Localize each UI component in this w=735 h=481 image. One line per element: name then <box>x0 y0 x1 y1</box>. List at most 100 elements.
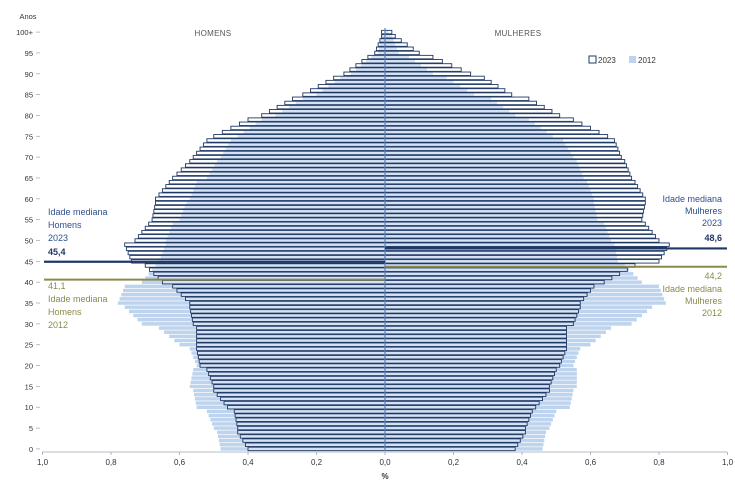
bar-women-2023-age-90 <box>384 71 472 76</box>
bar-women-2012-age-100 <box>385 30 389 34</box>
bar-men-2012-age-96 <box>379 47 385 51</box>
bar-women-2012-age-17 <box>385 376 577 380</box>
bar-men-2012-age-91 <box>355 67 385 72</box>
bar-women-2023-age-84 <box>384 96 530 101</box>
bar-men-2012-age-74 <box>230 138 386 143</box>
bar-women-2012-age-91 <box>385 67 427 72</box>
bar-men-2023-age-90 <box>343 71 386 76</box>
bar-women-2023-age-100 <box>384 29 393 35</box>
bar-women-2012-age-55 <box>385 217 598 222</box>
bar-men-2012-age-72 <box>225 147 385 151</box>
bar-women-2023-age-23 <box>384 350 566 356</box>
bar-men-2023-age-58 <box>154 204 386 210</box>
bar-men-2012-age-65 <box>206 176 385 180</box>
bar-men-2023-age-71 <box>196 150 386 156</box>
bar-women-2012-age-92 <box>385 63 421 68</box>
bar-women-2023-age-16 <box>384 380 552 385</box>
bar-women-2012-age-4 <box>385 430 546 434</box>
bar-men-2012-age-27 <box>169 334 385 339</box>
y-tick-label-40: 40 <box>25 278 33 287</box>
bar-men-2023-age-3 <box>239 434 386 439</box>
bar-men-2023-age-22 <box>197 355 386 360</box>
bar-women-2023-age-32 <box>384 313 578 318</box>
bar-men-2012-age-26 <box>174 338 385 343</box>
bar-men-2012-age-95 <box>378 51 385 55</box>
bar-men-2012-age-31 <box>137 317 385 322</box>
bar-women-2012-age-5 <box>385 426 550 430</box>
bar-men-2012-age-12 <box>194 397 385 401</box>
legend-swatch-2012 <box>629 56 636 63</box>
bar-women-2023-age-57 <box>384 209 645 214</box>
bar-women-2012-age-7 <box>385 418 553 422</box>
bar-men-2012-age-17 <box>191 376 385 380</box>
x-tick-label-4: 0,2 <box>311 458 323 467</box>
bar-women-2023-age-66 <box>384 171 631 176</box>
bar-women-2012-age-93 <box>385 59 415 63</box>
bar-women-2023-age-34 <box>384 305 581 310</box>
x-tick-label-6: 0,2 <box>448 458 460 467</box>
bar-men-2012-age-34 <box>124 305 385 309</box>
median-women-2012-line2: Mulheres <box>685 296 723 306</box>
bar-women-2012-age-63 <box>385 184 589 189</box>
y-tick-label-100+: 100+ <box>16 28 34 37</box>
bar-women-2023-age-20 <box>384 363 561 368</box>
bar-men-2023-age-97 <box>377 42 386 47</box>
bar-women-2023-age-2 <box>384 438 521 443</box>
bar-women-2023-age-35 <box>384 300 581 306</box>
bar-men-2012-age-93 <box>366 59 385 63</box>
bar-men-2023-age-15 <box>213 384 386 389</box>
bar-men-2012-age-16 <box>190 380 385 384</box>
median-label-women-2012: 44,2 Idade mediana Mulheres 2012 <box>662 271 722 318</box>
bar-men-2023-age-31 <box>191 317 386 322</box>
bar-women-2023-age-61 <box>384 192 644 197</box>
bar-women-2012-age-85 <box>385 92 475 97</box>
median-label-men-2012: 41,1 Idade mediana Homens 2012 <box>48 281 108 330</box>
bar-women-2012-age-19 <box>385 367 577 372</box>
bar-women-2023-age-14 <box>384 388 550 393</box>
bar-men-2023-age-46 <box>129 254 386 260</box>
bar-women-2023-age-8 <box>384 413 532 418</box>
bar-women-2012-age-23 <box>385 351 579 355</box>
bar-men-2023-age-19 <box>206 367 386 372</box>
bar-men-2023-age-38 <box>176 288 386 293</box>
median-women-2023-value: 48,6 <box>704 233 722 243</box>
bar-women-2012-age-86 <box>385 88 468 93</box>
bar-women-2023-age-65 <box>384 175 633 181</box>
bar-women-2012-age-3 <box>385 434 546 439</box>
bar-women-2012-age-87 <box>385 84 461 89</box>
x-tick-label-1: 0,8 <box>105 458 117 467</box>
bar-women-2023-age-45 <box>384 259 660 264</box>
bar-women-2023-age-93 <box>384 59 443 64</box>
bar-women-2012-age-65 <box>385 176 584 180</box>
median-women-2023-line3: 2023 <box>702 218 722 228</box>
bar-women-2012-age-72 <box>385 147 569 151</box>
median-women-2023-line2: Mulheres <box>685 206 723 216</box>
bar-men-2023-age-70 <box>192 154 386 160</box>
bar-men-2023-age-25 <box>196 342 386 347</box>
bar-women-2023-age-82 <box>384 104 545 110</box>
bar-men-2023-age-84 <box>292 96 386 101</box>
bar-men-2023-age-52 <box>141 229 386 235</box>
bar-men-2023-age-49 <box>124 242 386 247</box>
bar-men-2012-age-3 <box>218 434 385 439</box>
bar-men-2023-age-74 <box>206 138 386 143</box>
bar-men-2012-age-49 <box>165 242 385 247</box>
bar-men-2023-age-13 <box>216 392 386 397</box>
bar-women-2012-age-20 <box>385 363 574 368</box>
bar-men-2012-age-87 <box>328 84 385 89</box>
bar-men-2023-age-92 <box>355 63 386 68</box>
bar-men-2023-age-55 <box>151 217 386 222</box>
bar-women-2012-age-49 <box>385 242 615 247</box>
bar-women-2023-age-42 <box>384 271 621 277</box>
bar-men-2012-age-63 <box>194 184 385 189</box>
bar-men-2023-age-18 <box>208 371 386 377</box>
bar-women-2012-age-26 <box>385 338 596 343</box>
bar-women-2023-age-11 <box>384 400 540 406</box>
bar-women-2012-age-59 <box>385 201 594 205</box>
bar-men-2012-age-29 <box>158 326 385 330</box>
y-tick-label-20: 20 <box>25 362 33 371</box>
bar-men-2012-age-48 <box>164 247 385 251</box>
bar-women-2023-age-9 <box>384 409 533 414</box>
bar-women-2012-age-39 <box>385 284 659 289</box>
bar-men-2023-age-39 <box>172 284 386 289</box>
